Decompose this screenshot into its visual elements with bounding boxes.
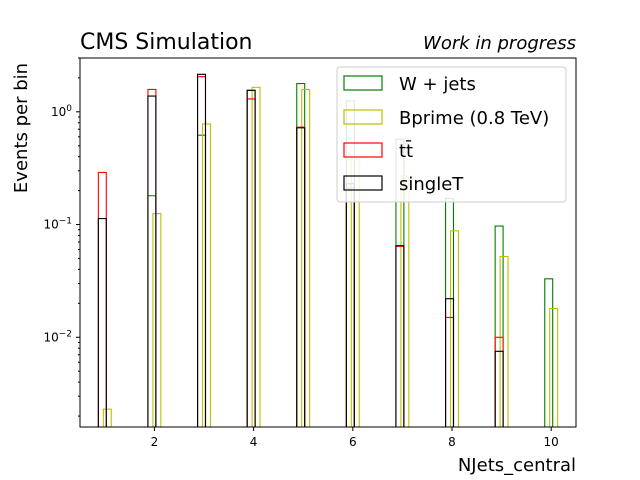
plot-frame (79, 57, 577, 428)
x-tick-label-4: 4 (250, 435, 258, 449)
x-tick-label-10: 10 (544, 435, 559, 449)
legend: W + jets Bprime (0.8 TeV) tt̄ singleT (336, 66, 567, 203)
bar-s1-bin4 (251, 86, 261, 427)
bar-s1-bin3 (201, 123, 211, 427)
legend-label-singlet: singleT (399, 174, 464, 195)
x-tick-label-6: 6 (349, 435, 357, 449)
x-tick-label-2: 2 (151, 435, 159, 449)
legend-swatch-ttbar (343, 142, 383, 158)
bar-s0-bin10 (544, 278, 554, 427)
chart-subtitle: Work in progress (423, 33, 576, 54)
y-tick-label-0.1: 10−1 (43, 217, 72, 232)
legend-label-wjets: W + jets (399, 74, 476, 95)
legend-swatch-singlet (343, 175, 383, 191)
x-axis-ticks: 2 4 6 8 10 (151, 427, 559, 449)
y-axis-ticks: 10−2 10−1 100 (43, 57, 80, 417)
y-axis-label: Events per bin (11, 63, 32, 193)
bar-s3-bin9 (494, 350, 504, 427)
y-tick-label-1: 100 (51, 104, 72, 119)
bar-s3-bin7 (395, 245, 405, 427)
bar-s1-bin10 (549, 307, 559, 427)
bar-s3-bin4 (246, 89, 256, 427)
bar-s3-bin8 (445, 298, 455, 427)
x-axis-label: NJets_central (458, 455, 576, 476)
chart-title: CMS Simulation (80, 30, 253, 55)
bar-s1-bin2 (152, 213, 162, 427)
bar-s1-bin5 (301, 88, 311, 427)
bar-s1-bin8 (449, 230, 459, 427)
bar-s3-bin1 (97, 217, 107, 427)
bar-s3-bin2 (147, 95, 157, 427)
bar-s1-bin9 (499, 255, 509, 427)
legend-box (336, 66, 567, 203)
y-tick-label-0.01: 10−2 (43, 329, 72, 344)
bar-s1-bin1 (102, 408, 112, 427)
bar-s3-bin3 (197, 73, 207, 427)
bar-s3-bin5 (296, 127, 306, 427)
bar-s0-bin9 (494, 225, 504, 427)
legend-swatch-wjets (343, 75, 383, 91)
legend-swatch-bprime (343, 109, 383, 125)
legend-label-bprime: Bprime (0.8 TeV) (399, 108, 549, 129)
legend-label-ttbar: tt̄ (399, 140, 413, 162)
x-tick-label-8: 8 (448, 435, 456, 449)
